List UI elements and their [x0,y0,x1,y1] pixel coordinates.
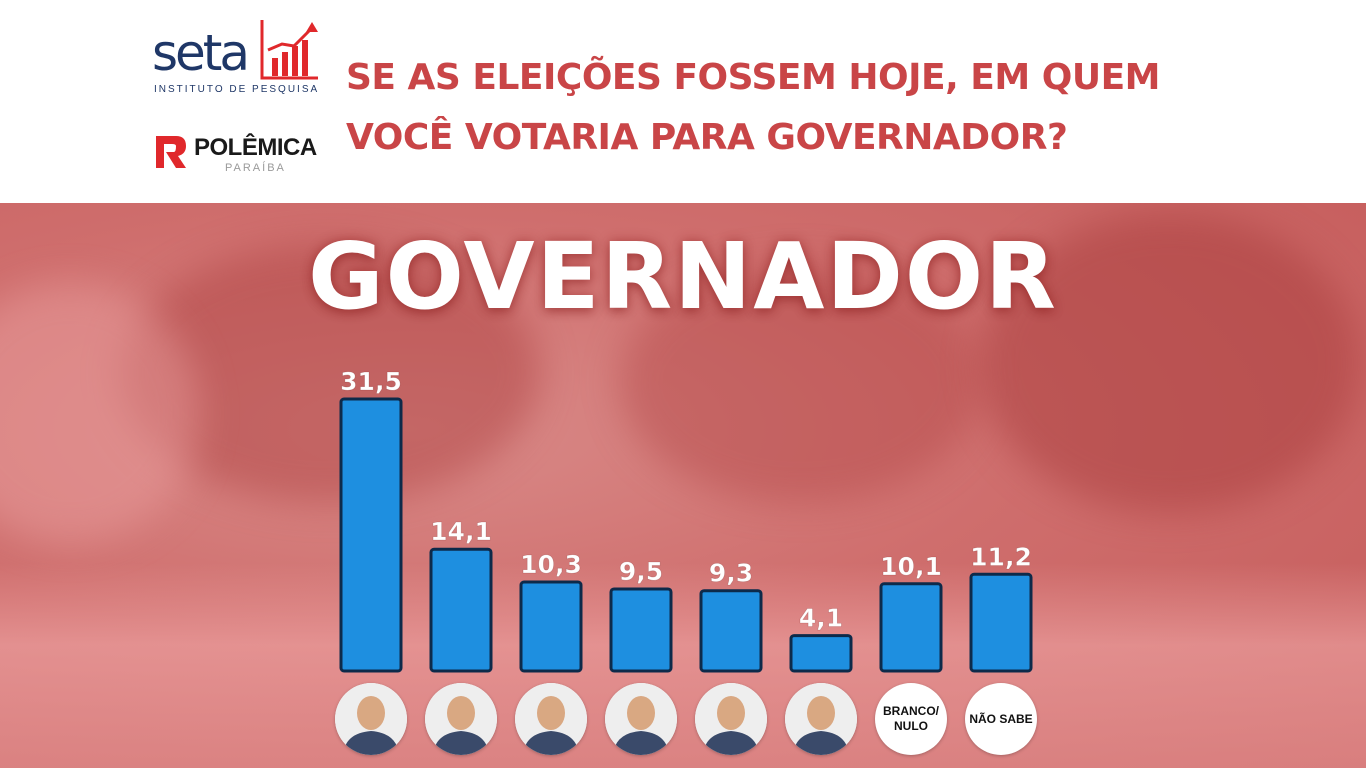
category-label: NÃO SABE [969,711,1033,726]
bar [519,580,583,673]
person-icon [605,683,677,755]
bar-chart: 31,5 14,1 10,3 9,5 9,3 4,1 10,1 11,2 [339,367,1033,673]
bar-value-label: 9,5 [619,557,663,586]
person-icon [785,683,857,755]
category-badge: BRANCO/ NULO [875,683,947,755]
polemica-subtitle: PARAÍBA [225,162,286,174]
person-icon [335,683,407,755]
bar-value-label: 9,3 [709,559,753,588]
poll-question-line-1: SE AS ELEIÇÕES FOSSEM HOJE, EM QUEM [346,57,1160,98]
candidate-photo [515,683,587,755]
candidate-photo [335,683,407,755]
poll-question-line-2: VOCÊ VOTARIA PARA GOVERNADOR? [346,117,1068,158]
background-blur [620,263,980,503]
bar [699,589,763,673]
seta-subtitle: INSTITUTO DE PESQUISA [154,84,320,95]
person-icon [695,683,767,755]
header: seta INSTITUTO DE PESQUISA POLÊMICA PARA… [0,0,1366,203]
candidate-photo [785,683,857,755]
bar-value-label: 31,5 [340,367,402,396]
candidate-photo [425,683,497,755]
bar-value-label: 10,1 [880,552,942,581]
background-blur [120,243,540,503]
person-icon [515,683,587,755]
bar-value-label: 10,3 [520,550,582,579]
polemica-logo: POLÊMICA PARAÍBA [152,130,322,175]
seta-wordmark: seta [152,24,250,82]
bar [339,397,403,673]
seta-logo: seta INSTITUTO DE PESQUISA [152,20,322,102]
bar [879,582,943,673]
background-blur [0,283,200,543]
bar [789,634,853,673]
category-badge: NÃO SABE [965,683,1037,755]
polemica-wordmark: POLÊMICA [194,134,317,161]
category-label: BRANCO/ NULO [883,704,939,733]
background-blur [980,213,1360,513]
bar-value-label: 14,1 [430,517,492,546]
polemica-mark-icon [156,136,186,168]
bar-chart-icon [260,20,318,80]
bar-value-label: 11,2 [970,542,1032,571]
bar [429,547,493,673]
candidate-photo [695,683,767,755]
person-icon [425,683,497,755]
background-ground [0,563,1366,768]
bar [969,572,1033,673]
chart-panel: GOVERNADOR 31,5 14,1 10,3 9,5 9,3 4,1 10,1 11,2… [0,203,1366,768]
poll-question: SE AS ELEIÇÕES FOSSEM HOJE, EM QUEM VOCÊ… [346,48,1246,168]
chart-title: GOVERNADOR [308,223,1058,330]
candidate-photo [605,683,677,755]
bar-value-label: 4,1 [799,604,843,633]
bar [609,587,673,673]
